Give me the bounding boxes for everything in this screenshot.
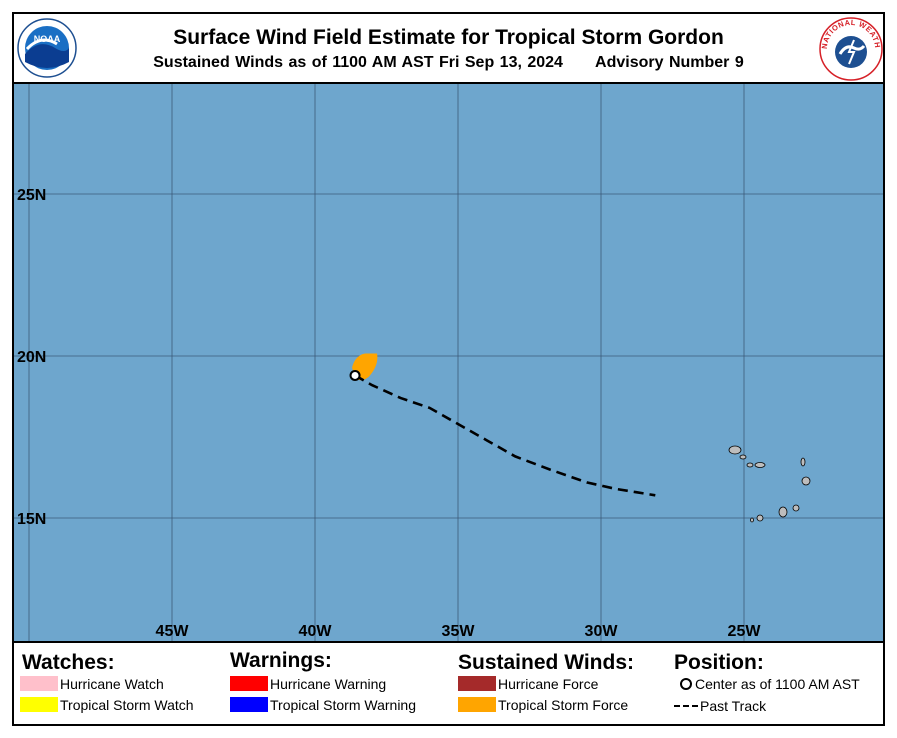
map-panel: 25N 20N 15N 45W 40W 35W 30W 25W	[14, 82, 883, 643]
center-symbol-icon	[680, 678, 692, 691]
advisory-number: Advisory Number 9	[595, 54, 744, 71]
watches-heading: Watches:	[22, 651, 115, 674]
island	[792, 504, 800, 512]
latitude-label: 20N	[17, 349, 46, 366]
legend-item-tropical-storm-warning: Tropical Storm Warning	[230, 697, 416, 713]
past-track-label: Past Track	[700, 698, 767, 714]
tropical-storm-force-swatch	[458, 697, 496, 712]
legend-item-hurricane-force: Hurricane Force	[458, 676, 598, 692]
longitude-label: 35W	[442, 623, 476, 640]
center-label: Center as of 1100 AM AST	[695, 676, 860, 692]
position-heading: Position:	[674, 651, 764, 674]
legend-item-past-track: Past Track	[674, 698, 766, 714]
island	[739, 454, 747, 460]
nws-logo-icon: NATIONAL WEATHER SERVICE	[818, 16, 883, 81]
island	[756, 514, 764, 522]
cape-verde-islands	[728, 445, 811, 523]
header: Surface Wind Field Estimate for Tropical…	[14, 14, 883, 82]
map-title: Surface Wind Field Estimate for Tropical…	[173, 26, 724, 49]
island	[778, 506, 788, 518]
noaa-logo-icon: NOAA	[17, 18, 77, 78]
noaa-logo-text: NOAA	[34, 34, 61, 44]
hurricane-force-label: Hurricane Force	[498, 676, 599, 692]
island	[728, 445, 742, 455]
island	[746, 462, 754, 468]
hurricane-watch-label: Hurricane Watch	[60, 676, 164, 692]
latitude-label: 15N	[17, 511, 46, 528]
island	[750, 517, 754, 523]
past-track-line	[354, 374, 656, 497]
hurricane-watch-swatch	[20, 676, 58, 691]
latitude-label: 25N	[17, 187, 46, 204]
latitude-labels: 25N 20N 15N	[17, 187, 46, 528]
map-subtitle: Sustained Winds as of 1100 AM AST Fri Se…	[14, 54, 883, 72]
storm-center-marker	[349, 369, 361, 381]
warnings-heading: Warnings:	[230, 649, 332, 672]
legend-item-hurricane-watch: Hurricane Watch	[20, 676, 164, 692]
longitude-label: 30W	[585, 623, 619, 640]
graticule	[14, 84, 883, 641]
legend-item-center: Center as of 1100 AM AST	[680, 676, 860, 692]
legend-item-tropical-storm-watch: Tropical Storm Watch	[20, 697, 194, 713]
tropical-storm-watch-swatch	[20, 697, 58, 712]
legend-item-hurricane-warning: Hurricane Warning	[230, 676, 386, 692]
ocean-background	[14, 84, 883, 641]
island	[801, 476, 811, 486]
island	[754, 462, 766, 468]
tropical-storm-warning-label: Tropical Storm Warning	[270, 697, 417, 713]
island	[800, 457, 806, 467]
figure-frame	[12, 12, 885, 726]
tropical-storm-watch-label: Tropical Storm Watch	[60, 697, 194, 713]
sustained-winds-heading: Sustained Winds:	[458, 651, 634, 674]
tropical-storm-force-label: Tropical Storm Force	[498, 697, 629, 713]
hurricane-warning-swatch	[230, 676, 268, 691]
legend: Watches: Hurricane Watch Tropical Storm …	[14, 643, 883, 724]
longitude-labels: 45W 40W 35W 30W 25W	[156, 623, 762, 640]
longitude-label: 45W	[156, 623, 190, 640]
map-canvas: 25N 20N 15N 45W 40W 35W 30W 25W	[14, 84, 883, 641]
hurricane-force-swatch	[458, 676, 496, 691]
valid-time: Sustained Winds as of 1100 AM AST Fri Se…	[153, 54, 563, 71]
longitude-label: 40W	[299, 623, 333, 640]
hurricane-warning-label: Hurricane Warning	[270, 676, 387, 692]
tropical-storm-warning-swatch	[230, 697, 268, 712]
legend-item-tropical-storm-force: Tropical Storm Force	[458, 697, 628, 713]
past-track-symbol-icon	[674, 705, 698, 708]
longitude-label: 25W	[728, 623, 762, 640]
